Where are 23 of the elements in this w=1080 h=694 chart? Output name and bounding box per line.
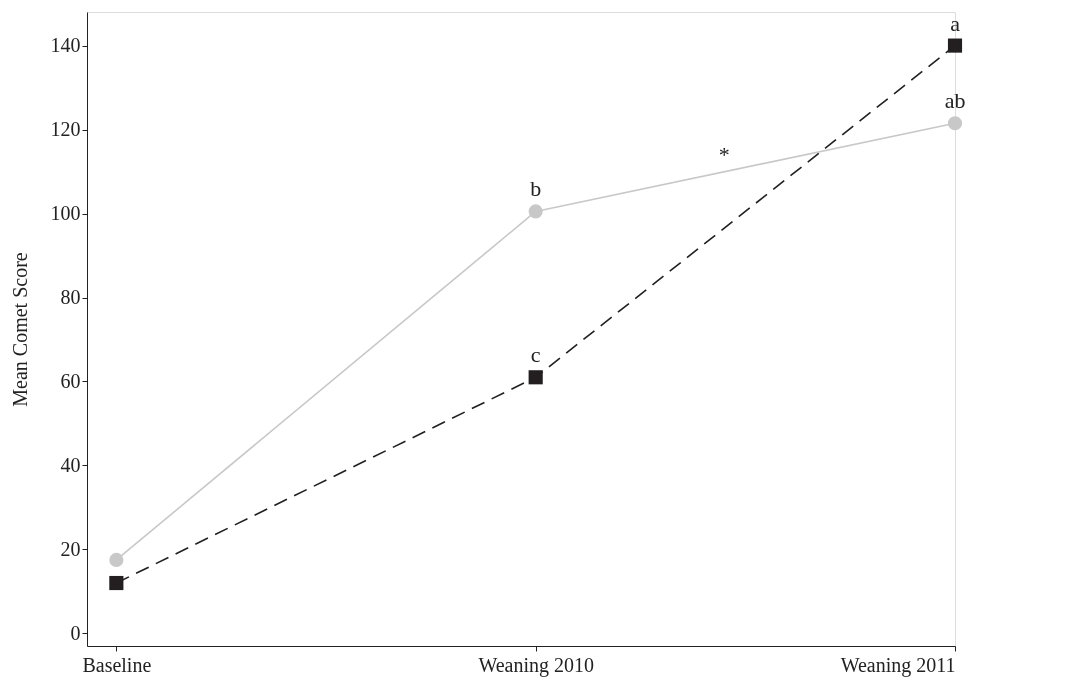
annotation: *	[718, 142, 730, 168]
annotation: ab	[944, 88, 966, 114]
annotation: c	[530, 342, 541, 368]
annotation: a	[950, 10, 961, 36]
point	[109, 575, 124, 591]
point	[109, 552, 124, 567]
y-axis-title: Mean Comet Score	[8, 252, 31, 407]
y-tick-label: 140	[50, 34, 81, 57]
y-tick-label: 120	[50, 118, 81, 141]
y-tick-label: 20	[60, 537, 81, 560]
y-tick-label: 60	[60, 369, 81, 392]
annotation: b	[530, 176, 542, 202]
point	[528, 370, 543, 385]
y-tick-label: 0	[70, 621, 81, 644]
point	[528, 204, 543, 219]
y-tick-label: 80	[60, 286, 81, 309]
point	[947, 38, 963, 53]
x-tick-label: Baseline	[82, 653, 152, 676]
y-tick-label: 40	[60, 453, 81, 476]
x-tick-label: Weaning 2011	[840, 653, 956, 677]
y-tick-label: 100	[50, 202, 81, 225]
point	[947, 116, 963, 131]
x-tick-label: Weaning 2010	[478, 653, 594, 677]
